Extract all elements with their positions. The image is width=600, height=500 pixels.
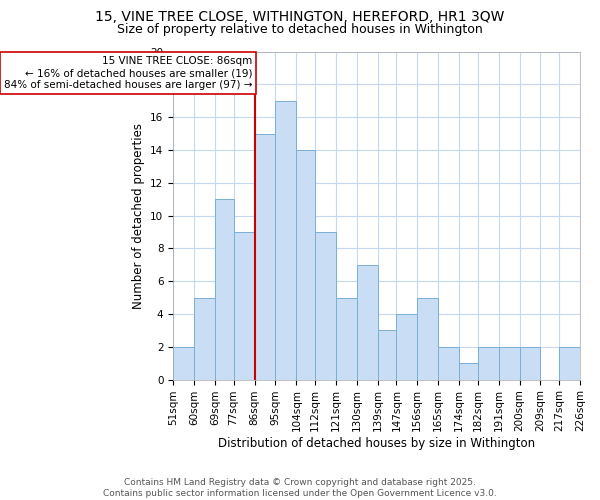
Text: Size of property relative to detached houses in Withington: Size of property relative to detached ho… [117,22,483,36]
Bar [417,298,438,380]
Bar [438,347,459,380]
Bar [275,100,296,380]
Bar [559,347,580,380]
Bar [173,347,194,380]
Bar [520,347,541,380]
Y-axis label: Number of detached properties: Number of detached properties [131,122,145,308]
Bar [357,265,378,380]
Text: 15, VINE TREE CLOSE, WITHINGTON, HEREFORD, HR1 3QW: 15, VINE TREE CLOSE, WITHINGTON, HEREFOR… [95,10,505,24]
Bar [296,150,315,380]
X-axis label: Distribution of detached houses by size in Withington: Distribution of detached houses by size … [218,437,535,450]
Bar [315,232,336,380]
Bar [459,363,478,380]
Bar [397,314,417,380]
Bar [478,347,499,380]
Bar [233,232,254,380]
Bar [215,199,233,380]
Text: 15 VINE TREE CLOSE: 86sqm
← 16% of detached houses are smaller (19)
84% of semi-: 15 VINE TREE CLOSE: 86sqm ← 16% of detac… [4,56,252,90]
Text: Contains HM Land Registry data © Crown copyright and database right 2025.
Contai: Contains HM Land Registry data © Crown c… [103,478,497,498]
Bar [194,298,215,380]
Bar [378,330,397,380]
Bar [499,347,520,380]
Bar [254,134,275,380]
Bar [336,298,357,380]
